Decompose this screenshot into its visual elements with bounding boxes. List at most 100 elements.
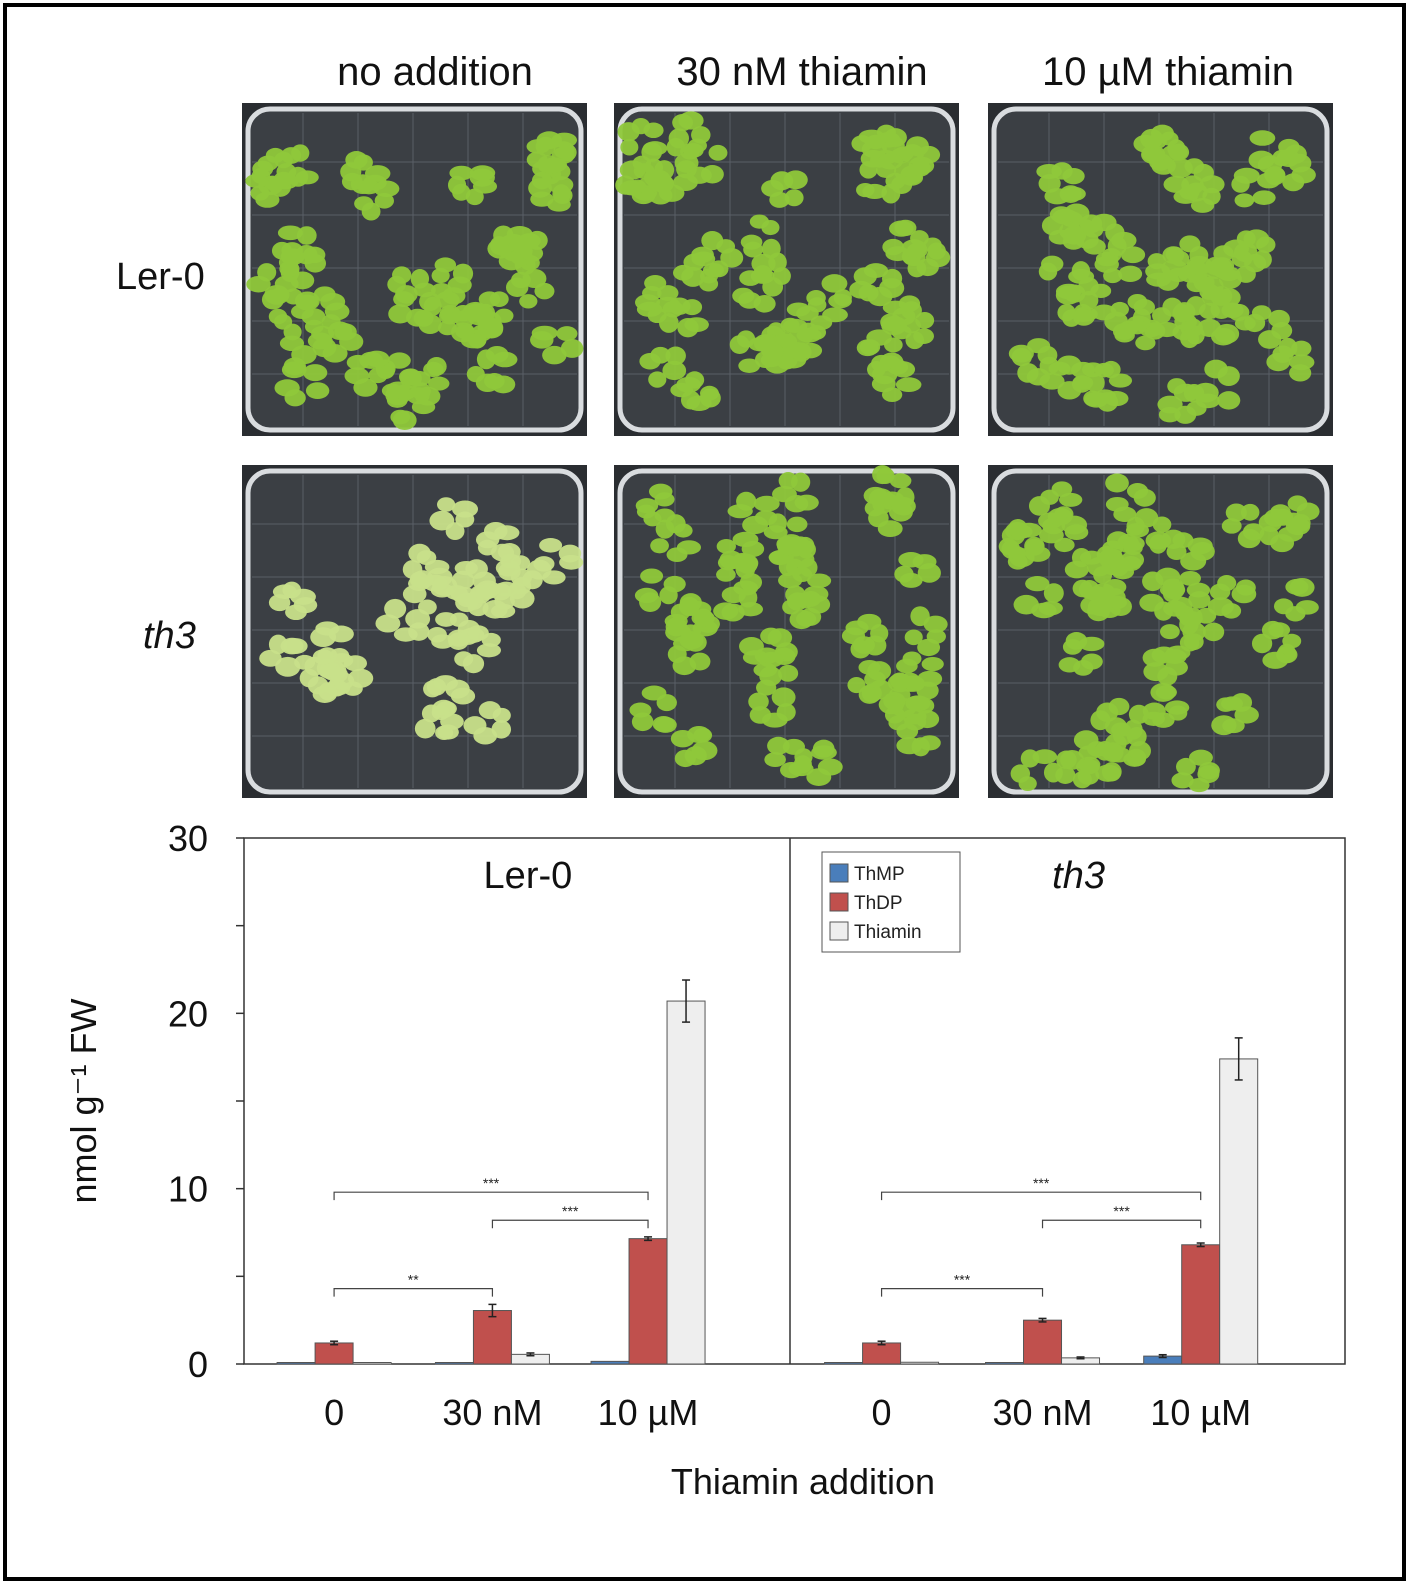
leaf (1043, 583, 1064, 603)
leaf (900, 317, 921, 334)
seedling (1273, 577, 1319, 622)
seedling (431, 257, 474, 305)
leaf (861, 683, 882, 703)
leaf (1061, 515, 1088, 535)
leaf (1199, 175, 1225, 194)
seedling (1008, 338, 1059, 386)
leaf (778, 664, 799, 682)
leaf (1186, 582, 1211, 598)
leaf (1227, 303, 1250, 322)
leaf (708, 144, 728, 161)
seedling (354, 179, 400, 221)
seedling (880, 295, 921, 336)
leaf (693, 608, 714, 627)
seedling (487, 225, 533, 271)
leaf (917, 638, 941, 657)
leaf (1051, 481, 1073, 497)
plate-image (617, 465, 956, 795)
leaf (469, 168, 495, 187)
leaf (1291, 340, 1312, 357)
leaf (542, 345, 567, 365)
seedling (761, 170, 808, 208)
leaf (476, 311, 502, 330)
leaf (296, 226, 317, 245)
seedling (670, 371, 721, 411)
leaf (1107, 236, 1127, 256)
seedling (388, 285, 441, 327)
leaf (1282, 633, 1302, 649)
leaf (1055, 285, 1081, 305)
seedling (299, 656, 355, 701)
seedling (1098, 536, 1145, 580)
leaf (492, 707, 511, 723)
leaf (677, 317, 699, 338)
x-tick-label: 30 nM (992, 1392, 1092, 1433)
seedling (245, 160, 294, 208)
seedling (528, 171, 574, 212)
bar-thiamin (1219, 1058, 1259, 1365)
leaf (1176, 757, 1196, 776)
column-title-no-addition: no addition (337, 50, 533, 94)
plate-th3-30nm (614, 465, 959, 798)
seedling (1248, 130, 1300, 174)
leaf (1147, 253, 1166, 270)
seedling (1141, 124, 1190, 175)
seedling (864, 488, 916, 538)
leaf (643, 122, 664, 139)
leaf (1111, 564, 1135, 580)
y-tick-label: 0 (188, 1344, 208, 1385)
leaf (1086, 373, 1105, 393)
leaf (898, 295, 921, 312)
significance-label: *** (562, 1203, 579, 1219)
leaf (542, 570, 566, 585)
seedling (447, 165, 498, 206)
leaf (411, 570, 434, 589)
leaf (344, 367, 370, 385)
y-tick-label: 10 (168, 1169, 208, 1210)
leaf (277, 225, 303, 241)
leaf (1217, 575, 1237, 592)
seedling (445, 559, 492, 613)
leaf (279, 335, 305, 352)
significance-bracket (333, 1288, 494, 1297)
seedling (414, 699, 464, 740)
leaf (753, 334, 776, 353)
leaf (283, 323, 302, 341)
leaf (1013, 594, 1039, 615)
leaf (537, 154, 559, 174)
significance-bracket (880, 1288, 1044, 1297)
leaf (1105, 496, 1129, 512)
leaf (1071, 375, 1092, 393)
leaf (1155, 685, 1177, 700)
bar-thmp (985, 1362, 1025, 1365)
leaf (1102, 540, 1124, 557)
seedling (1105, 473, 1156, 522)
legend-label-thmp: ThMP (854, 864, 905, 885)
leaf (1079, 291, 1099, 310)
leaf (1083, 586, 1110, 601)
leaf (733, 580, 759, 596)
significance-bracket (1041, 1219, 1202, 1229)
leaf (768, 513, 787, 533)
leaf (1032, 749, 1058, 765)
leaf (533, 556, 555, 572)
leaf (387, 352, 411, 369)
leaf (912, 554, 937, 570)
leaf (663, 575, 686, 593)
leaf (1133, 298, 1155, 316)
leaf (764, 752, 786, 768)
leaf (883, 337, 903, 353)
plate-image (991, 468, 1330, 795)
seedling (344, 350, 390, 397)
leaf (1262, 651, 1289, 669)
seedling (259, 634, 316, 677)
leaf (878, 695, 904, 715)
leaf (1108, 697, 1130, 716)
leaf (1038, 174, 1061, 193)
seedling (448, 625, 501, 674)
leaf (1162, 649, 1187, 664)
panel-title: th3 (1052, 855, 1105, 897)
leaf (1024, 536, 1045, 556)
seedling (1080, 586, 1128, 622)
leaf (1135, 335, 1156, 351)
